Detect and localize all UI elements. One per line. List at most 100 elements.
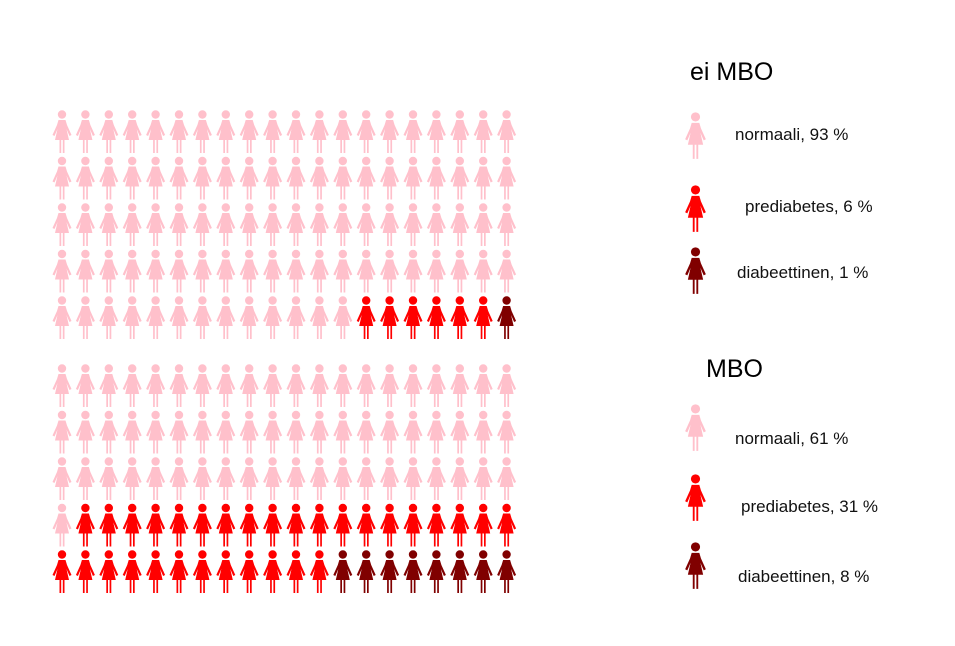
waffle-icon-prediabetes [99, 550, 119, 593]
waffle-icon-normaali [497, 457, 517, 500]
waffle-icon-diabeettinen [333, 550, 353, 593]
waffle-icon-normaali [497, 156, 517, 200]
waffle-icon-normaali [216, 457, 236, 500]
waffle-icon-normaali [192, 410, 212, 454]
waffle-icon-prediabetes [473, 296, 493, 339]
waffle-icon-normaali [473, 249, 493, 293]
waffle-icon-normaali [309, 156, 329, 200]
waffle-icon-normaali [403, 110, 423, 153]
waffle-icon-normaali [497, 249, 517, 293]
waffle-icon-prediabetes [286, 550, 306, 593]
waffle-icon-normaali [146, 457, 166, 500]
legend-woman-icon-prediabetes [685, 474, 706, 521]
waffle-icon-diabeettinen [497, 296, 517, 339]
waffle-icon-prediabetes [356, 503, 376, 547]
legend-label-diabeettinen: diabeettinen, 1 % [737, 263, 868, 282]
waffle-icon-normaali [263, 457, 283, 500]
waffle-icon-normaali [473, 364, 493, 407]
waffle-icon-normaali [216, 249, 236, 293]
waffle-icon-normaali [286, 110, 306, 153]
waffle-icon-normaali [122, 364, 142, 407]
waffle-icon-normaali [216, 203, 236, 246]
waffle-icon-normaali [263, 410, 283, 454]
waffle-icon-normaali [99, 296, 119, 339]
waffle-icon-prediabetes [192, 550, 212, 593]
waffle-icon-normaali [192, 457, 212, 500]
legend-woman-icon-prediabetes [685, 185, 706, 232]
waffle-icon-normaali [122, 296, 142, 339]
legend-mbo: MBO normaali, 61 % prediabetes, 31 % diabee… [685, 355, 878, 589]
waffle-icon-normaali [380, 410, 400, 454]
waffle-icon-prediabetes [169, 550, 189, 593]
waffle-icon-normaali [216, 364, 236, 407]
waffle-icon-normaali [263, 110, 283, 153]
waffle-icon-prediabetes [450, 296, 470, 339]
waffle-icon-prediabetes [286, 503, 306, 547]
waffle-icon-prediabetes [309, 550, 329, 593]
waffle-icon-normaali [52, 364, 72, 407]
waffle-icon-normaali [450, 249, 470, 293]
waffle-icon-normaali [286, 156, 306, 200]
waffle-icon-normaali [263, 249, 283, 293]
waffle-icon-normaali [403, 364, 423, 407]
waffle-icon-normaali [333, 457, 353, 500]
waffle-icon-normaali [309, 364, 329, 407]
legend-ei-mbo: ei MBO normaali, 93 % prediabetes, 6 % diab… [685, 58, 873, 294]
legend-label-normaali: normaali, 93 % [735, 125, 848, 144]
waffle-icon-prediabetes [75, 503, 95, 547]
waffle-icon-normaali [75, 364, 95, 407]
waffle-icon-prediabetes [216, 503, 236, 547]
waffle-icon-normaali [52, 249, 72, 293]
waffle-icon-normaali [309, 457, 329, 500]
waffle-icon-normaali [356, 364, 376, 407]
legend-woman-icon-normaali [685, 112, 706, 159]
waffle-icon-normaali [263, 364, 283, 407]
waffle-icon-normaali [263, 296, 283, 339]
waffle-icon-prediabetes [192, 503, 212, 547]
waffle-icon-prediabetes [356, 296, 376, 339]
waffle-icon-normaali [426, 364, 446, 407]
waffle-icon-normaali [426, 110, 446, 153]
waffle-icon-normaali [403, 156, 423, 200]
waffle-icon-diabeettinen [403, 550, 423, 593]
waffle-icon-normaali [497, 203, 517, 246]
waffle-icon-normaali [450, 156, 470, 200]
waffle-icon-normaali [99, 156, 119, 200]
waffle-icon-normaali [169, 296, 189, 339]
waffle-icon-prediabetes [99, 503, 119, 547]
waffle-icon-normaali [473, 156, 493, 200]
waffle-icon-prediabetes [146, 503, 166, 547]
waffle-icon-prediabetes [263, 550, 283, 593]
waffle-icon-normaali [380, 249, 400, 293]
waffle-icon-normaali [192, 249, 212, 293]
waffle-icon-prediabetes [52, 550, 72, 593]
waffle-icon-normaali [99, 249, 119, 293]
waffle-icon-prediabetes [216, 550, 236, 593]
waffle-icon-diabeettinen [380, 550, 400, 593]
waffle-icon-normaali [473, 457, 493, 500]
waffle-icon-normaali [497, 410, 517, 454]
waffle-icon-normaali [286, 296, 306, 339]
waffle-panel-ei-mbo [52, 110, 517, 339]
waffle-icon-normaali [333, 249, 353, 293]
legend-label-normaali: normaali, 61 % [735, 429, 848, 448]
waffle-icon-normaali [403, 410, 423, 454]
waffle-icon-normaali [333, 203, 353, 246]
waffle-icon-normaali [146, 156, 166, 200]
waffle-icon-normaali [473, 203, 493, 246]
waffle-icon-diabeettinen [426, 550, 446, 593]
waffle-icon-normaali [380, 110, 400, 153]
legend-title: ei MBO [690, 58, 773, 86]
waffle-icon-normaali [75, 410, 95, 454]
waffle-icon-normaali [122, 110, 142, 153]
waffle-icon-normaali [497, 364, 517, 407]
waffle-icon-normaali [380, 156, 400, 200]
waffle-icon-prediabetes [146, 550, 166, 593]
waffle-icon-normaali [122, 457, 142, 500]
waffle-icon-normaali [99, 457, 119, 500]
waffle-icon-normaali [75, 110, 95, 153]
legend-label-diabeettinen: diabeettinen, 8 % [738, 567, 869, 586]
waffle-icon-normaali [122, 156, 142, 200]
waffle-icon-normaali [380, 364, 400, 407]
waffle-icon-normaali [169, 457, 189, 500]
